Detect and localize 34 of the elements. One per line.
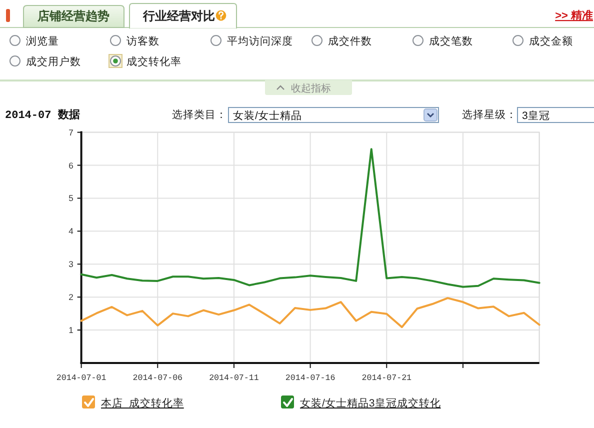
x-tick-label: 2014-07-11 [209,374,259,383]
y-tick-label: 5 [68,193,74,204]
text: 行业经营对比 [142,9,215,23]
chart-title: 2014-07 数据 [5,108,80,122]
text: 成交用户数 [26,55,81,68]
text: 选择星级： [462,108,517,121]
text: >> 精准 [555,9,593,22]
x-tick-label: 2014-07-06 [132,374,183,383]
text: 女装/女士精品 [233,109,302,122]
y-tick-label: 1 [68,325,74,336]
legend-label: 女装/女士精品3皇冠成交转化 [300,396,441,410]
y-tick-label: 3 [68,259,74,270]
y-tick-label: 7 [68,127,74,138]
x-tick-label: 2014-07-16 [285,374,336,383]
plot: 1 2 3 4 5 6 7 2014-07-01 2014-07-06 2014-07-11 2014-07-16 2014-07-21 [56,127,540,383]
text: 访客数 [126,34,160,48]
y-tick-label: 4 [68,226,74,236]
text: 3皇冠 [522,110,550,122]
legend-item: 本店 成交转化率 [82,396,184,410]
text: 选择类目： [172,108,227,121]
text: 成交件数 [328,34,372,48]
text: 收起指标 [291,82,331,94]
x-tick-label: 2014-07-01 [56,374,106,383]
y-tick-label: 6 [68,160,74,170]
text: 成交金额 [529,34,573,48]
legend-item: 女装/女士精品3皇冠成交转化 [281,396,441,410]
text: 店铺经营趋势 [36,9,110,23]
x-tick-label: 2014-07-21 [362,374,412,383]
text: 浏览量 [26,34,59,48]
legend-label: 本店 成交转化率 [101,396,184,410]
text: 平均访问深度 [227,34,293,48]
y-tick-label: 2 [68,292,74,302]
text: 成交笔数 [429,34,473,48]
text: 成交转化率 [126,55,182,68]
